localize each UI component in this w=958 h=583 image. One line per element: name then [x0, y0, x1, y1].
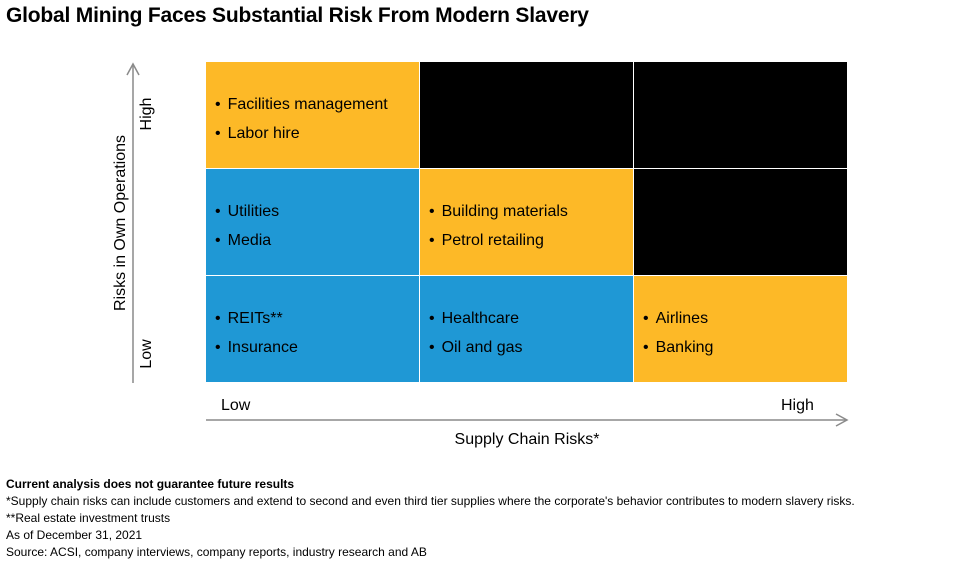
footnote-heading: Current analysis does not guarantee futu… [6, 477, 295, 491]
matrix-cell-low-risk-own-mid-risk-supply: HealthcareOil and gas [420, 276, 633, 382]
industry-item: Restaurant and hotels [429, 119, 599, 148]
industry-list: HealthcareOil and gas [429, 304, 523, 362]
x-axis-arrow [206, 413, 849, 427]
risk-matrix: Facilities managementLabor hire Agricultu… [206, 62, 847, 383]
footnote-source: Source: ACSI, company interviews, compan… [6, 545, 427, 559]
industry-item: REITs** [215, 304, 298, 333]
matrix-cell-high-risk-own-high-risk-supply: ApparelGlobal manufacturing [634, 62, 847, 168]
industry-item: Global manufacturing [643, 119, 808, 148]
industry-item: Apparel [643, 90, 808, 119]
footnote-date: As of December 31, 2021 [6, 528, 143, 542]
x-axis-low-label: Low [221, 397, 251, 414]
matrix-cell-mid-risk-own-low-risk-supply: UtilitiesMedia [206, 169, 419, 275]
y-axis-label: Risks in Own Operations [112, 134, 129, 312]
page-title: Global Mining Faces Substantial Risk Fro… [6, 4, 589, 27]
industry-list: REITs**Insurance [215, 304, 298, 362]
footnotes: Current analysis does not guarantee futu… [6, 476, 954, 561]
matrix-cell-high-risk-own-mid-risk-supply: AgricultureRestaurant and hotels [420, 62, 633, 168]
industry-item: Labor hire [215, 119, 388, 148]
y-axis-low-label: Low [138, 339, 155, 369]
industry-list: AirlinesBanking [643, 304, 714, 362]
industry-list: UtilitiesMedia [215, 197, 280, 255]
industry-item: Insurance [215, 333, 298, 362]
footnote-supply-chain: *Supply chain risks can include customer… [6, 494, 855, 508]
matrix-cell-mid-risk-own-mid-risk-supply: Building materialsPetrol retailing [420, 169, 633, 275]
x-axis-high-label: High [781, 397, 814, 414]
industry-item: Utilities [215, 197, 280, 226]
industry-item: Technology [643, 197, 753, 226]
x-axis-label: Supply Chain Risks* [454, 431, 600, 448]
industry-item: Banking [643, 333, 714, 362]
y-axis-high-label: High [138, 97, 155, 131]
industry-item: Oil and gas [429, 333, 523, 362]
industry-list: Facilities managementLabor hire [215, 90, 388, 148]
industry-item: Building materials [429, 197, 568, 226]
industry-list: AgricultureRestaurant and hotels [429, 90, 599, 148]
matrix-cell-high-risk-own-low-risk-supply: Facilities managementLabor hire [206, 62, 419, 168]
industry-item: Agriculture [429, 90, 598, 119]
y-axis-arrow [126, 62, 140, 383]
industry-item: Facilities management [215, 90, 388, 119]
industry-item: Airlines [643, 304, 713, 333]
industry-item: Media [215, 226, 279, 255]
industry-item: Healthcare [429, 304, 523, 333]
matrix-cell-low-risk-own-low-risk-supply: REITs**Insurance [206, 276, 419, 382]
industry-item: Petrol retailing [429, 226, 568, 255]
matrix-cell-mid-risk-own-high-risk-supply: TechnologyGlobal mining [634, 169, 847, 275]
industry-list: Building materialsPetrol retailing [429, 197, 568, 255]
footnote-reits: **Real estate investment trusts [6, 511, 171, 525]
matrix-cell-low-risk-own-high-risk-supply: AirlinesBanking [634, 276, 847, 382]
industry-list: TechnologyGlobal mining [643, 197, 754, 255]
industry-list: ApparelGlobal manufacturing [643, 90, 808, 148]
industry-item: Global mining [643, 226, 754, 255]
